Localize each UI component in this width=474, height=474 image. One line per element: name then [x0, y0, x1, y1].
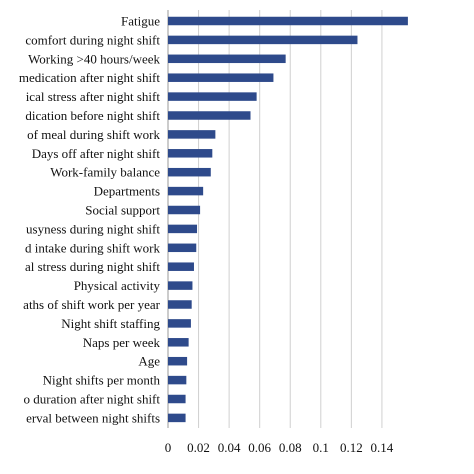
x-tick-label: 0.06: [248, 440, 271, 455]
bars: [168, 16, 408, 423]
x-tick-label: 0.1: [313, 440, 329, 455]
category-label: Fatigue: [121, 14, 160, 29]
bar: [168, 375, 187, 385]
category-label: Days off after night shift: [32, 146, 161, 161]
category-label: ical stress after night shift: [26, 89, 161, 104]
bar: [168, 262, 194, 271]
bar: [168, 281, 193, 290]
x-tick-labels: 0 0.02 0.04 0.06 0.08 0.1 0.12 0.14: [165, 440, 394, 455]
bar: [168, 205, 201, 215]
category-label: dication before night shift: [25, 108, 160, 123]
category-label: d intake during shift work: [25, 240, 161, 255]
bar: [168, 92, 257, 101]
bar: [168, 413, 186, 423]
bar: [168, 54, 286, 64]
grid-lines: [167, 10, 383, 428]
x-tick-label: 0.02: [187, 440, 210, 455]
x-tick-label: 0.08: [279, 440, 302, 455]
bar: [168, 186, 204, 196]
bar: [168, 35, 358, 45]
x-tick-label: 0.12: [340, 440, 363, 455]
bar: [168, 243, 197, 253]
category-label: usyness during night shift: [26, 221, 160, 236]
category-label: Social support: [85, 203, 160, 218]
category-label: Departments: [94, 184, 160, 199]
category-label: al stress during night shift: [25, 259, 160, 274]
category-label: Night shift staffing: [61, 316, 160, 331]
bar: [168, 356, 188, 366]
x-tick-label: 0.14: [371, 440, 394, 455]
category-label: Age: [138, 354, 160, 369]
category-label: Night shifts per month: [43, 373, 161, 388]
bar: [168, 394, 186, 404]
category-labels: Fatigue comfort during night shift Working…: [19, 14, 161, 426]
bar: [168, 149, 213, 158]
category-label: Work-family balance: [50, 165, 160, 180]
bar: [168, 224, 198, 234]
bar: [168, 16, 408, 26]
category-label: aths of shift work per year: [23, 297, 160, 312]
category-label: Physical activity: [74, 278, 161, 293]
category-label: medication after night shift: [19, 70, 161, 85]
bar: [168, 338, 189, 347]
category-label: of meal during shift work: [27, 127, 160, 142]
bar: [168, 300, 192, 309]
bar: [168, 319, 191, 328]
category-label: Working >40 hours/week: [28, 51, 160, 66]
bar: [168, 73, 274, 82]
bar: [168, 111, 251, 120]
bar: [168, 167, 211, 177]
category-label: comfort during night shift: [25, 32, 160, 47]
x-tick-label: 0.04: [218, 440, 241, 455]
x-tick-label: 0: [165, 440, 172, 455]
category-label: Naps per week: [83, 335, 161, 350]
category-label: erval between night shifts: [26, 410, 160, 425]
bar: [168, 130, 216, 139]
category-label: o duration after night shift: [24, 392, 161, 407]
